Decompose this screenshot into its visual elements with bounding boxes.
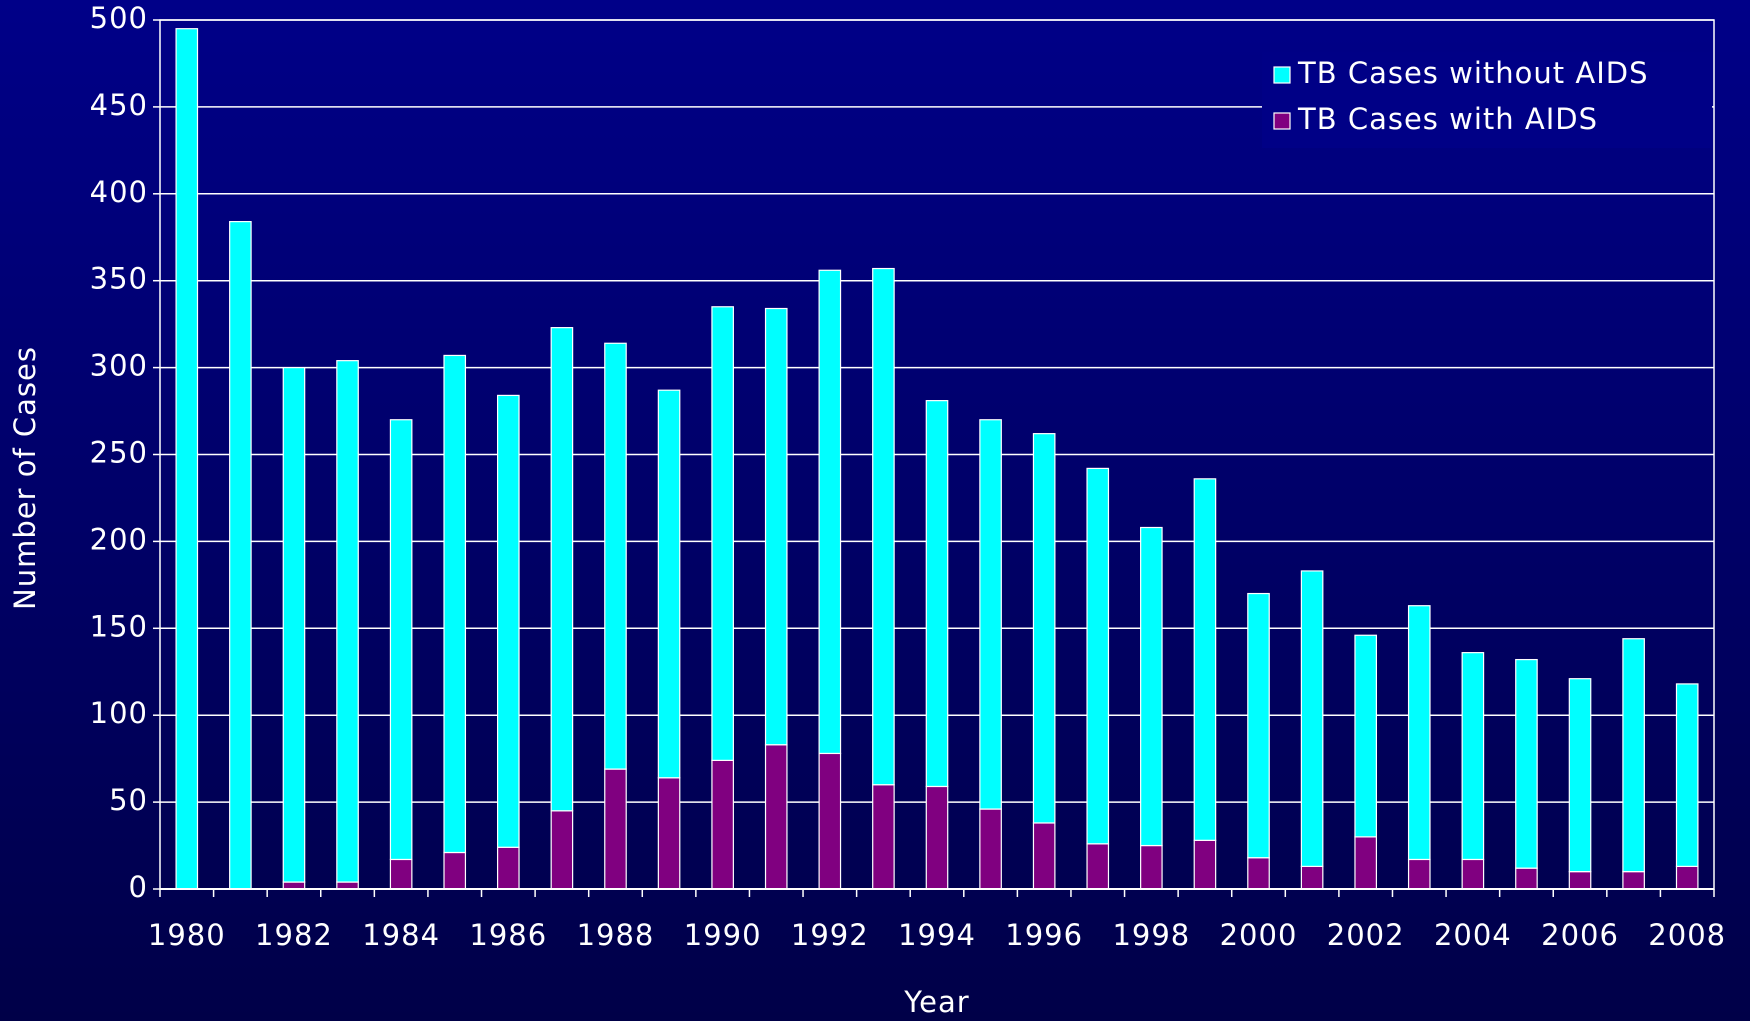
legend-box — [1262, 52, 1712, 148]
bar-segment — [764, 744, 788, 890]
bar-segment — [496, 846, 520, 890]
bar-segment — [1515, 658, 1538, 869]
bar-segment — [1461, 858, 1485, 890]
bar-segment — [925, 400, 949, 788]
bar-segment — [1515, 867, 1538, 890]
bar-segment — [1300, 865, 1324, 890]
y-tick-label: 450 — [90, 88, 148, 122]
bar-segment — [1407, 605, 1431, 861]
y-tick-label: 400 — [90, 175, 148, 209]
y-tick-label: 500 — [90, 1, 148, 35]
legend-label: TB Cases with AIDS — [1297, 102, 1598, 136]
y-axis-label: Number of Cases — [8, 346, 42, 610]
bar-segment — [818, 752, 842, 890]
legend-swatch — [1273, 112, 1291, 130]
bar-segment — [229, 221, 252, 890]
x-tick-label: 2000 — [1220, 918, 1298, 952]
bar-segment — [979, 419, 1002, 810]
bar-segment — [872, 267, 895, 786]
bar-segment — [1247, 857, 1270, 890]
bar-segment — [1354, 836, 1378, 890]
bar-segment — [550, 327, 574, 812]
bar-segment — [1247, 592, 1270, 859]
bar-segment — [657, 777, 681, 890]
bar-segment — [657, 389, 681, 779]
y-tick-label: 100 — [90, 696, 148, 730]
x-axis-label: Year — [903, 985, 969, 1019]
bar-segment — [336, 360, 359, 883]
x-tick-label: 2004 — [1434, 918, 1512, 952]
y-tick-label: 300 — [90, 349, 148, 383]
bar-segment — [443, 851, 467, 890]
x-tick-label: 2002 — [1327, 918, 1405, 952]
bar-segment — [604, 342, 627, 770]
bar-segment — [1193, 478, 1217, 841]
x-tick-label: 1992 — [791, 918, 869, 952]
bar-segment — [1300, 570, 1324, 868]
bar-segment — [282, 881, 306, 890]
bar-segment — [1568, 871, 1592, 890]
x-tick-label: 1998 — [1112, 918, 1190, 952]
bar-segment — [389, 419, 413, 861]
bar-segment — [1193, 839, 1217, 890]
bar-segment — [604, 768, 627, 890]
bar-segment — [1032, 433, 1056, 824]
bar-segment — [443, 354, 467, 854]
bar-segment — [818, 269, 842, 755]
bar-segment — [175, 28, 199, 890]
x-tick-label: 1980 — [148, 918, 226, 952]
y-tick-label: 350 — [90, 262, 148, 296]
x-tick-label: 2006 — [1541, 918, 1619, 952]
x-tick-label: 1984 — [362, 918, 440, 952]
legend-label: TB Cases without AIDS — [1297, 56, 1649, 90]
x-tick-label: 1982 — [255, 918, 333, 952]
bar-segment — [1354, 634, 1378, 838]
y-tick-label: 250 — [90, 436, 148, 470]
bar-segment — [925, 785, 949, 890]
bar-segment — [1086, 843, 1110, 890]
bar-segment — [1407, 858, 1431, 890]
bar-segment — [1622, 871, 1645, 890]
legend-swatch — [1273, 66, 1291, 84]
bar-segment — [711, 759, 734, 890]
y-tick-label: 50 — [109, 783, 148, 817]
x-tick-label: 1990 — [684, 918, 762, 952]
bar-segment — [389, 858, 413, 890]
y-tick-label: 0 — [129, 870, 148, 904]
bar-segment — [1032, 822, 1056, 890]
bar-segment — [764, 307, 788, 746]
bar-segment — [711, 306, 734, 761]
bar-segment — [550, 810, 574, 890]
bar-segment — [336, 881, 359, 890]
x-tick-label: 1986 — [469, 918, 547, 952]
x-tick-label: 1988 — [577, 918, 655, 952]
bar-segment — [1675, 683, 1699, 868]
bar-segment — [979, 808, 1002, 890]
bar-segment — [1675, 865, 1699, 890]
bar-segment — [282, 367, 306, 883]
bar-segment — [1140, 526, 1163, 847]
y-tick-label: 200 — [90, 522, 148, 556]
bar-segment — [1086, 467, 1110, 845]
bar-segment — [872, 784, 895, 890]
x-tick-label: 1996 — [1005, 918, 1083, 952]
bar-segment — [1140, 844, 1163, 890]
y-tick-label: 150 — [90, 609, 148, 643]
bar-segment — [1568, 678, 1592, 873]
x-tick-label: 2008 — [1648, 918, 1726, 952]
bar-segment — [1622, 638, 1645, 873]
bar-segment — [1461, 652, 1485, 861]
x-tick-label: 1994 — [898, 918, 976, 952]
bar-segment — [496, 394, 520, 848]
